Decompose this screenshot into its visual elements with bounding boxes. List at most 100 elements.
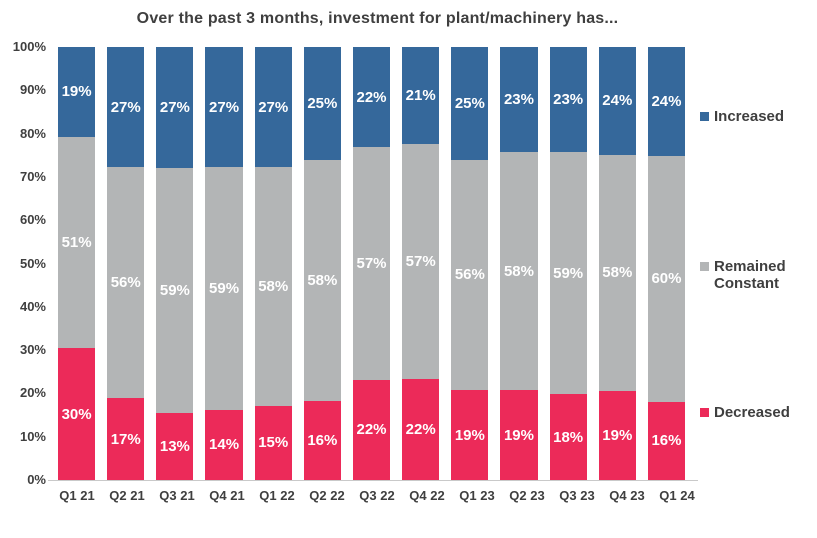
y-axis: 100% 90% 80% 70% 60% 50% 40% 30% 20% 10% 0%: [0, 39, 46, 487]
bar-q4-23: 24% 58% 19%: [598, 47, 636, 480]
x-axis-label-q1-22: Q1 22: [259, 488, 295, 503]
segment-value-label: 27%: [110, 98, 141, 116]
x-axis-label-q1-24: Q1 24: [659, 488, 695, 503]
segment-value-label: 58%: [258, 277, 289, 295]
bar-segment-decreased: 19%: [598, 391, 636, 480]
y-axis-tick-label: 30%: [19, 342, 46, 358]
bar-segment-remained-constant: 60%: [647, 155, 686, 402]
segment-value-label: 58%: [602, 264, 633, 282]
bar-segment-remained-constant: 58%: [500, 151, 538, 391]
bar-segment-remained-constant: 57%: [352, 147, 391, 380]
bar-segment-remained-constant: 59%: [205, 167, 243, 410]
x-axis-label-q4-22: Q4 22: [409, 488, 445, 503]
legend-label-increased: Increased: [714, 108, 785, 125]
y-axis-tick-label: 40%: [19, 298, 46, 314]
bar-segment-increased: 27%: [205, 47, 243, 168]
bar-segment-remained-constant: 58%: [303, 160, 341, 402]
y-axis-tick-label: 60%: [19, 212, 46, 228]
y-axis-tick-label: 90%: [19, 82, 46, 98]
bar-segment-remained-constant: 57%: [402, 144, 440, 379]
bar-q2-23: 23% 58% 19%: [500, 47, 538, 480]
segment-value-label: 19%: [61, 83, 92, 101]
bar-segment-increased: 22%: [352, 47, 391, 148]
bar-segment-increased: 19%: [58, 47, 96, 137]
legend-swatch-decreased: [700, 408, 709, 417]
x-axis-label-q3-23: Q3 23: [559, 488, 595, 503]
segment-value-label: 57%: [405, 253, 436, 271]
bar-segment-decreased: 18%: [549, 394, 587, 480]
segment-value-label: 27%: [209, 98, 240, 116]
segment-value-label: 15%: [258, 434, 289, 452]
y-axis-tick-label: 80%: [19, 125, 46, 141]
x-axis: Q1 21 Q2 21 Q3 21 Q4 21 Q1 22 Q2 22 Q3 22 Q4 22…: [55, 488, 697, 510]
x-axis-label-q2-22: Q2 22: [309, 488, 345, 503]
legend-swatch-remained-constant: [700, 262, 709, 271]
segment-value-label: 23%: [553, 90, 584, 108]
x-axis-label-q1-23: Q1 23: [459, 488, 495, 503]
bar-q4-21: 27% 59% 14%: [205, 47, 243, 480]
segment-value-label: 19%: [602, 427, 633, 445]
bar-segment-increased: 24%: [598, 47, 636, 155]
segment-value-label: 22%: [356, 421, 387, 439]
segment-value-label: 25%: [307, 95, 338, 113]
bar-q3-21: 27% 59% 13%: [156, 47, 194, 480]
bar-segment-increased: 25%: [451, 47, 489, 160]
segment-value-label: 58%: [503, 262, 534, 280]
y-axis-tick-label: 100%: [12, 39, 46, 54]
bar-segment-decreased: 13%: [156, 412, 194, 480]
plot-area: 19% 51% 30% 27% 56% 17% 27% 59% 13% 27% 59% 14% 27% 5…: [55, 47, 697, 481]
bar-segment-remained-constant: 59%: [549, 151, 587, 395]
segment-value-label: 59%: [209, 279, 240, 297]
bar-segment-remained-constant: 56%: [107, 167, 145, 399]
segment-value-label: 25%: [454, 94, 485, 112]
legend-label-decreased: Decreased: [714, 404, 790, 421]
bar-segment-remained-constant: 56%: [451, 159, 489, 391]
segment-value-label: 27%: [258, 98, 289, 116]
bar-segment-decreased: 17%: [107, 398, 145, 480]
bar-segment-remained-constant: 58%: [254, 167, 292, 406]
y-axis-tick-label: 70%: [19, 168, 46, 184]
bar-q1-23: 25% 56% 19%: [451, 47, 489, 480]
y-axis-tick-label: 20%: [19, 385, 46, 401]
bar-q2-21: 27% 56% 17%: [107, 47, 145, 480]
segment-value-label: 59%: [159, 282, 190, 300]
segment-value-label: 30%: [61, 405, 92, 423]
bar-segment-increased: 24%: [647, 47, 686, 156]
bar-segment-decreased: 22%: [402, 378, 440, 480]
legend: Increased Remained Constant Decreased: [700, 0, 816, 538]
segment-value-label: 24%: [602, 92, 633, 110]
segment-value-label: 58%: [307, 272, 338, 290]
bar-q1-24: 24% 60% 16%: [647, 47, 686, 481]
bar-segment-decreased: 19%: [500, 390, 538, 480]
y-axis-tick-label: 50%: [19, 255, 46, 271]
x-axis-label-q3-22: Q3 22: [359, 488, 395, 503]
segment-value-label: 22%: [405, 420, 436, 438]
legend-item-remained-constant: Remained Constant: [700, 258, 806, 292]
bar-segment-decreased: 16%: [647, 401, 686, 481]
bar-segment-increased: 27%: [107, 47, 145, 168]
bar-segment-increased: 27%: [156, 47, 194, 169]
segment-value-label: 16%: [651, 432, 682, 450]
y-axis-tick-label: 0%: [27, 472, 46, 487]
segment-value-label: 22%: [356, 88, 387, 106]
x-axis-label-q4-23: Q4 23: [609, 488, 645, 503]
segment-value-label: 19%: [503, 426, 534, 444]
segment-value-label: 24%: [651, 92, 682, 110]
legend-swatch-increased: [700, 112, 709, 121]
bar-segment-increased: 27%: [254, 47, 292, 168]
bar-segment-remained-constant: 58%: [598, 154, 636, 392]
segment-value-label: 51%: [61, 233, 92, 251]
bar-segment-increased: 21%: [402, 47, 440, 145]
segment-value-label: 17%: [110, 430, 141, 448]
segment-value-label: 19%: [454, 426, 485, 444]
segment-value-label: 27%: [159, 99, 190, 117]
bar-segment-decreased: 15%: [254, 405, 292, 480]
segment-value-label: 60%: [651, 270, 682, 288]
segment-value-label: 59%: [553, 264, 584, 282]
x-axis-label-q2-23: Q2 23: [509, 488, 545, 503]
segment-value-label: 14%: [209, 436, 240, 454]
bar-segment-increased: 25%: [303, 47, 341, 161]
x-axis-line: [48, 480, 698, 481]
segment-value-label: 16%: [307, 432, 338, 450]
